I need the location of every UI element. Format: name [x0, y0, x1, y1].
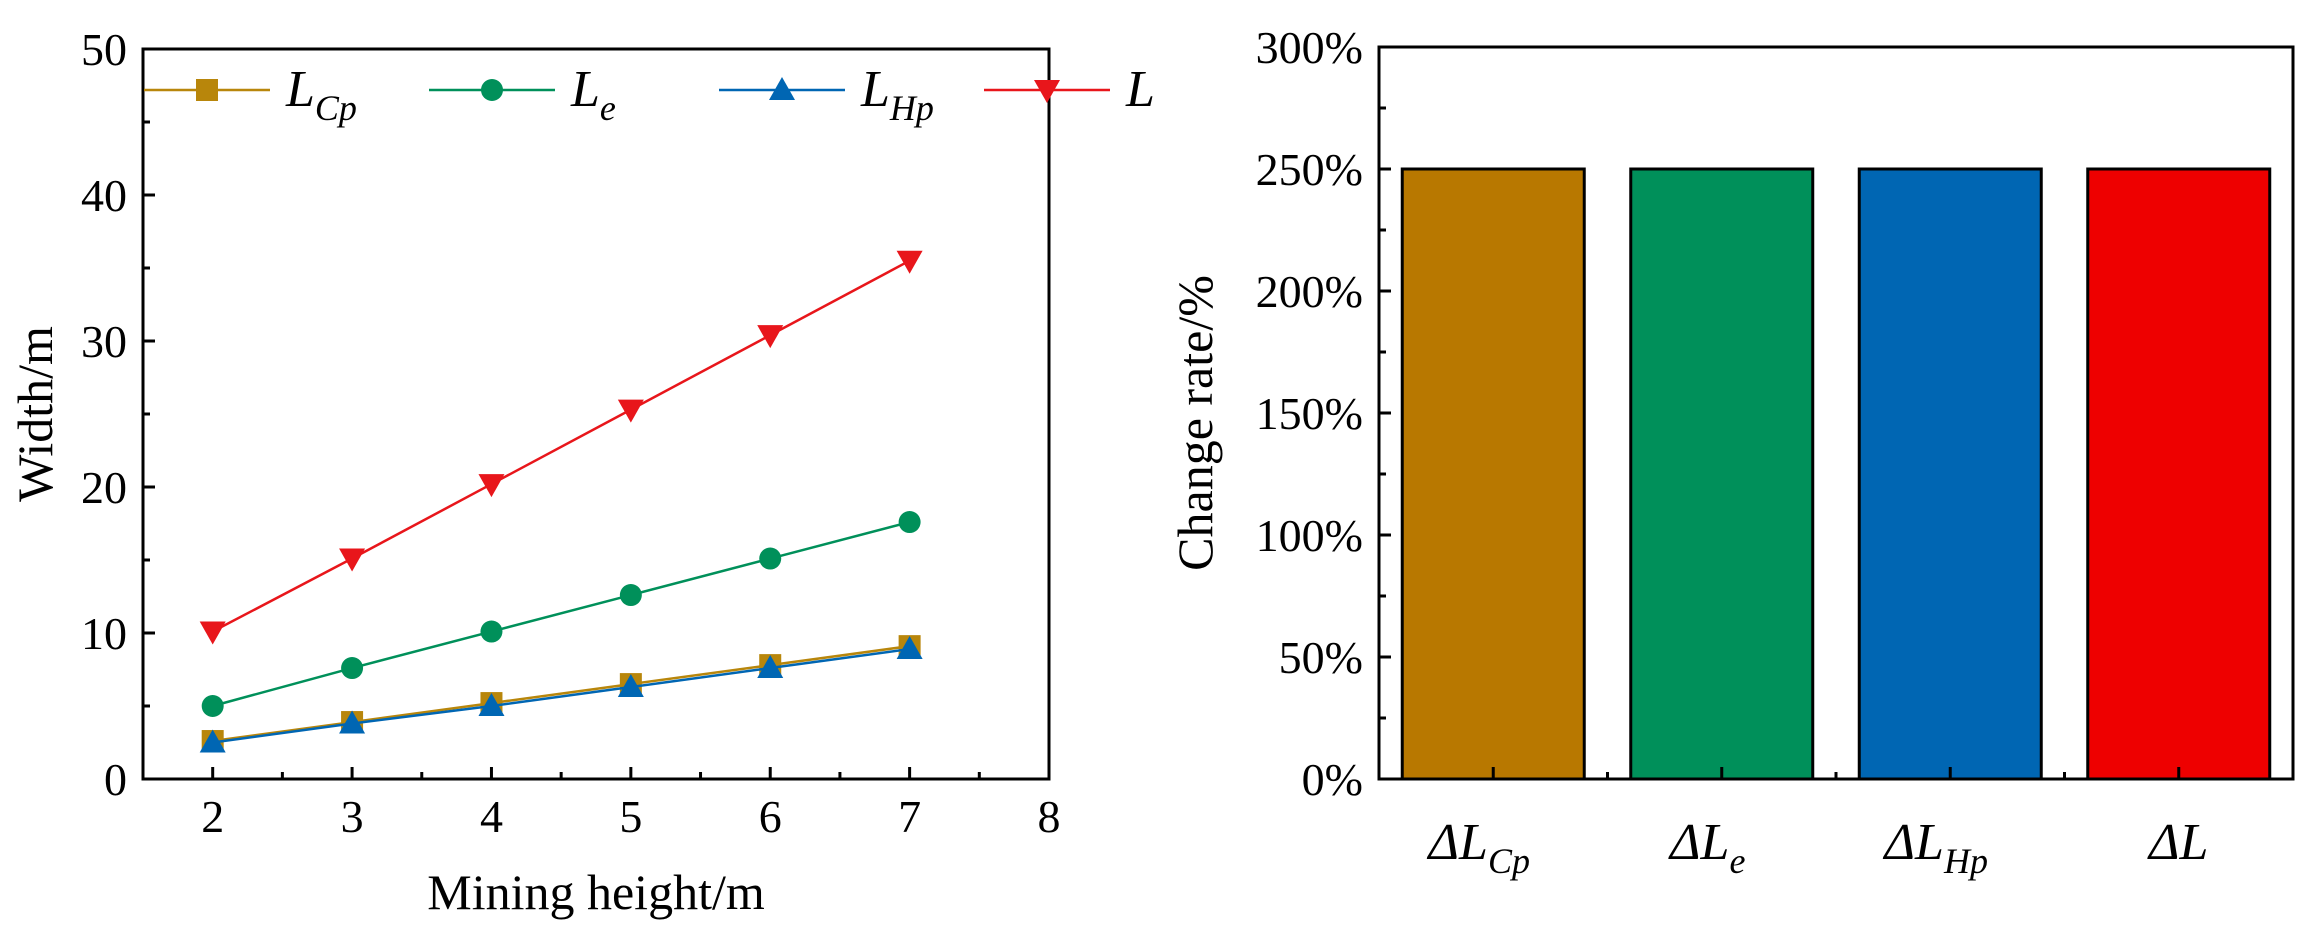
- legend-item: LHp: [719, 61, 934, 128]
- legend-item: L: [984, 61, 1155, 118]
- series-line: [212, 644, 910, 743]
- marker-circle: [759, 547, 782, 570]
- marker-circle: [341, 657, 364, 680]
- y-tick-label: 50: [81, 24, 127, 75]
- legend-label-subscript: Cp: [315, 88, 357, 128]
- y-tick-label: 200%: [1256, 266, 1363, 317]
- category-label: ΔL: [2147, 814, 2208, 871]
- category-label-main: ΔL: [2147, 814, 2208, 871]
- category-label-main: ΔL: [1883, 814, 1944, 871]
- marker-triangle-up: [339, 710, 366, 734]
- marker-triangle-up: [478, 693, 505, 716]
- marker-circle: [481, 79, 503, 101]
- legend-label-main: L: [1125, 61, 1155, 118]
- marker-triangle-up: [617, 674, 644, 698]
- marker-triangle-down: [199, 621, 226, 645]
- y-tick-label: 250%: [1256, 144, 1363, 195]
- series-line: [212, 520, 910, 708]
- y-tick-label: 0: [104, 754, 127, 805]
- x-tick-label: 2: [201, 791, 224, 842]
- marker-triangle-down: [617, 399, 644, 423]
- marker-triangle-down: [478, 474, 505, 498]
- series-line: [212, 259, 911, 633]
- legend-label: LHp: [860, 61, 934, 128]
- category-label-subscript: e: [1729, 841, 1745, 881]
- series-1: [201, 511, 921, 717]
- y-tick-label: 30: [81, 316, 127, 367]
- legend-label: Le: [570, 61, 616, 128]
- x-tick-label: 5: [619, 791, 642, 842]
- category-label-main: ΔL: [1427, 814, 1488, 871]
- marker-triangle-down: [896, 250, 923, 274]
- category-label-subscript: Hp: [1943, 841, 1988, 881]
- marker-triangle-up: [769, 77, 795, 100]
- series-0: [201, 635, 921, 753]
- category-label: ΔLHp: [1883, 814, 1988, 881]
- y-tick-label: 150%: [1256, 388, 1363, 439]
- y-tick-label: 20: [81, 462, 127, 513]
- y-tick-label: 40: [81, 170, 127, 221]
- series-3: [199, 250, 923, 645]
- legend-label-main: L: [860, 61, 890, 118]
- x-tick-label: 8: [1038, 791, 1061, 842]
- legend-label-subscript: e: [600, 88, 616, 128]
- x-tick-label: 4: [480, 791, 503, 842]
- legend-item: Le: [429, 61, 616, 128]
- legend-label-main: L: [570, 61, 600, 118]
- marker-triangle-up: [896, 636, 923, 660]
- marker-square: [196, 79, 218, 101]
- change-rate-bar-chart: 0%50%100%150%200%250%300%ΔLCp ΔLe ΔLHp ΔLCh…: [1167, 22, 2295, 881]
- y-tick-label: 50%: [1279, 632, 1363, 683]
- marker-triangle-down: [1034, 80, 1060, 103]
- plot-frame: [141, 47, 1051, 781]
- marker-circle: [480, 620, 503, 643]
- x-axis-title: Mining height/m: [427, 864, 765, 920]
- x-tick-label: 6: [759, 791, 782, 842]
- category-label-subscript: Cp: [1488, 841, 1530, 881]
- legend-item: LCp: [144, 61, 357, 128]
- marker-circle: [619, 584, 642, 607]
- marker-triangle-up: [199, 729, 226, 753]
- x-tick-label: 7: [898, 791, 921, 842]
- category-label-main: ΔL: [1668, 814, 1729, 871]
- bar: [1400, 167, 1586, 781]
- category-label: ΔLe: [1668, 814, 1745, 881]
- y-tick-label: 300%: [1256, 22, 1363, 73]
- marker-circle: [898, 511, 921, 534]
- legend-label: L: [1125, 61, 1155, 118]
- y-tick-label: 100%: [1256, 510, 1363, 561]
- y-tick-label: 0%: [1302, 754, 1363, 805]
- series-line: [212, 647, 910, 744]
- marker-triangle-up: [757, 655, 784, 679]
- marker-triangle-down: [757, 325, 784, 349]
- bar: [1857, 167, 2043, 781]
- legend-label: LCp: [285, 61, 357, 128]
- width-line-chart: 2 3 4 5 6 7 8 0 10 20 30 40 50 Mining height/m Width/m…: [7, 24, 1155, 920]
- bar: [2086, 167, 2272, 781]
- y-axis-title: Width/m: [7, 326, 63, 502]
- marker-triangle-down: [339, 548, 366, 572]
- y-axis-title: Change rate/%: [1167, 275, 1223, 571]
- legend-label-main: L: [285, 61, 315, 118]
- legend-label-subscript: Hp: [889, 88, 934, 128]
- y-tick-label: 10: [81, 608, 127, 659]
- x-tick-label: 3: [341, 791, 364, 842]
- marker-circle: [201, 695, 224, 717]
- series-2: [199, 636, 923, 753]
- bar: [1629, 167, 1815, 781]
- category-label: ΔLCp: [1427, 814, 1530, 881]
